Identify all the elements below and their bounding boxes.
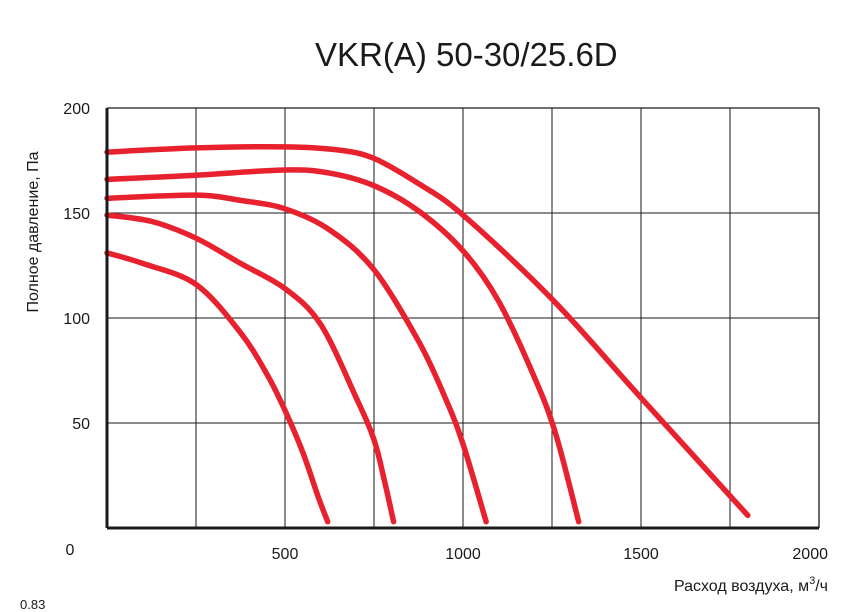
y-tick-label: 200: [63, 101, 90, 118]
x-axis-label: Расход воздуха, м3/ч: [674, 575, 828, 595]
origin-label: 0: [66, 542, 75, 559]
chart-title: VKR(A) 50-30/25.6D: [315, 36, 618, 73]
series-line-3: [104, 192, 489, 525]
tick-labels: 50 100 150 200 500 1000 1500 2000 0: [63, 101, 828, 563]
x-axis-label-main: Расход воздуха, м: [674, 578, 809, 595]
series-line-2: [104, 167, 582, 525]
grid-lines: [107, 108, 819, 528]
plot-frame: [105, 107, 820, 530]
y-tick-label: 150: [63, 206, 90, 223]
x-tick-label: 1500: [623, 546, 659, 563]
series-line-4: [104, 212, 397, 525]
series-line-5: [104, 250, 331, 525]
series-line-1: [104, 143, 751, 519]
series-lines: [104, 143, 751, 525]
y-tick-label: 100: [63, 311, 90, 328]
x-tick-label: 500: [272, 546, 299, 563]
x-tick-label: 1000: [445, 546, 481, 563]
footer-fragment: 0.83: [20, 597, 46, 612]
x-tick-label: 2000: [792, 546, 828, 563]
x-axis-label-tail: /ч: [815, 578, 828, 595]
y-axis-label: Полное давление, Па: [25, 151, 42, 312]
x-axis-label-sup: 3: [809, 575, 815, 587]
y-tick-label: 50: [72, 416, 90, 433]
